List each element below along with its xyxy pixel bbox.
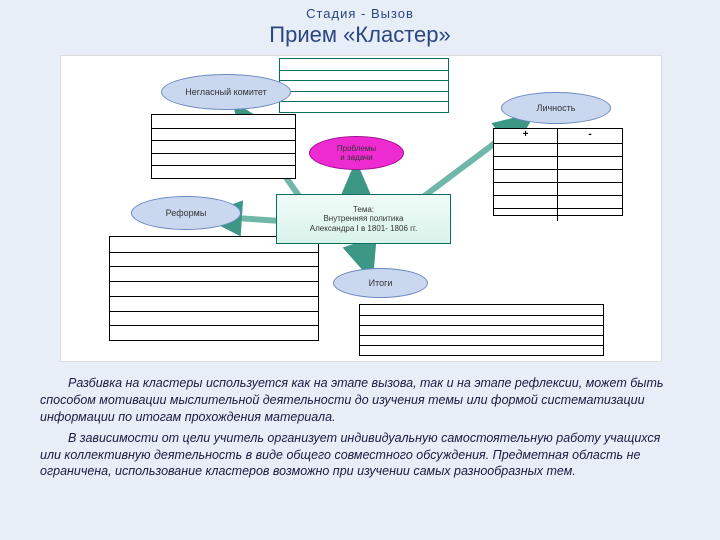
ellipse-committee-label: Негласный комитет [185,87,266,97]
description-p1: Разбивка на кластеры используется как на… [40,375,680,426]
description-p2: В зависимости от цели учитель организует… [40,430,680,481]
stage-label: Стадия - Вызов [0,6,720,21]
ellipse-reforms: Реформы [131,196,241,230]
minus-header: - [558,129,622,143]
ellipse-problems: Проблемы и задачи [309,136,404,170]
ellipse-reforms-label: Реформы [166,208,207,218]
description-block: Разбивка на кластеры используется как на… [40,375,680,484]
central-theme: Тема: Внутренняя политика Александра I в… [276,194,451,244]
ellipse-personality: Личность [501,92,611,124]
ellipse-problems-label: Проблемы и задачи [337,144,376,162]
committee-table [151,114,296,179]
ellipse-committee: Негласный комитет [161,74,291,110]
page-title: Прием «Кластер» [0,22,720,48]
plus-minus-table: + - [493,128,623,216]
results-table [359,304,604,356]
central-theme-text: Тема: Внутренняя политика Александра I в… [310,205,417,234]
top-lined-table [279,58,449,113]
ellipse-results: Итоги [333,268,428,298]
reforms-table [109,236,319,341]
plus-header: + [494,129,558,143]
cluster-diagram: Негласный комитет Личность + - Реформы [60,55,662,362]
ellipse-personality-label: Личность [537,103,576,113]
ellipse-results-label: Итоги [369,278,393,288]
